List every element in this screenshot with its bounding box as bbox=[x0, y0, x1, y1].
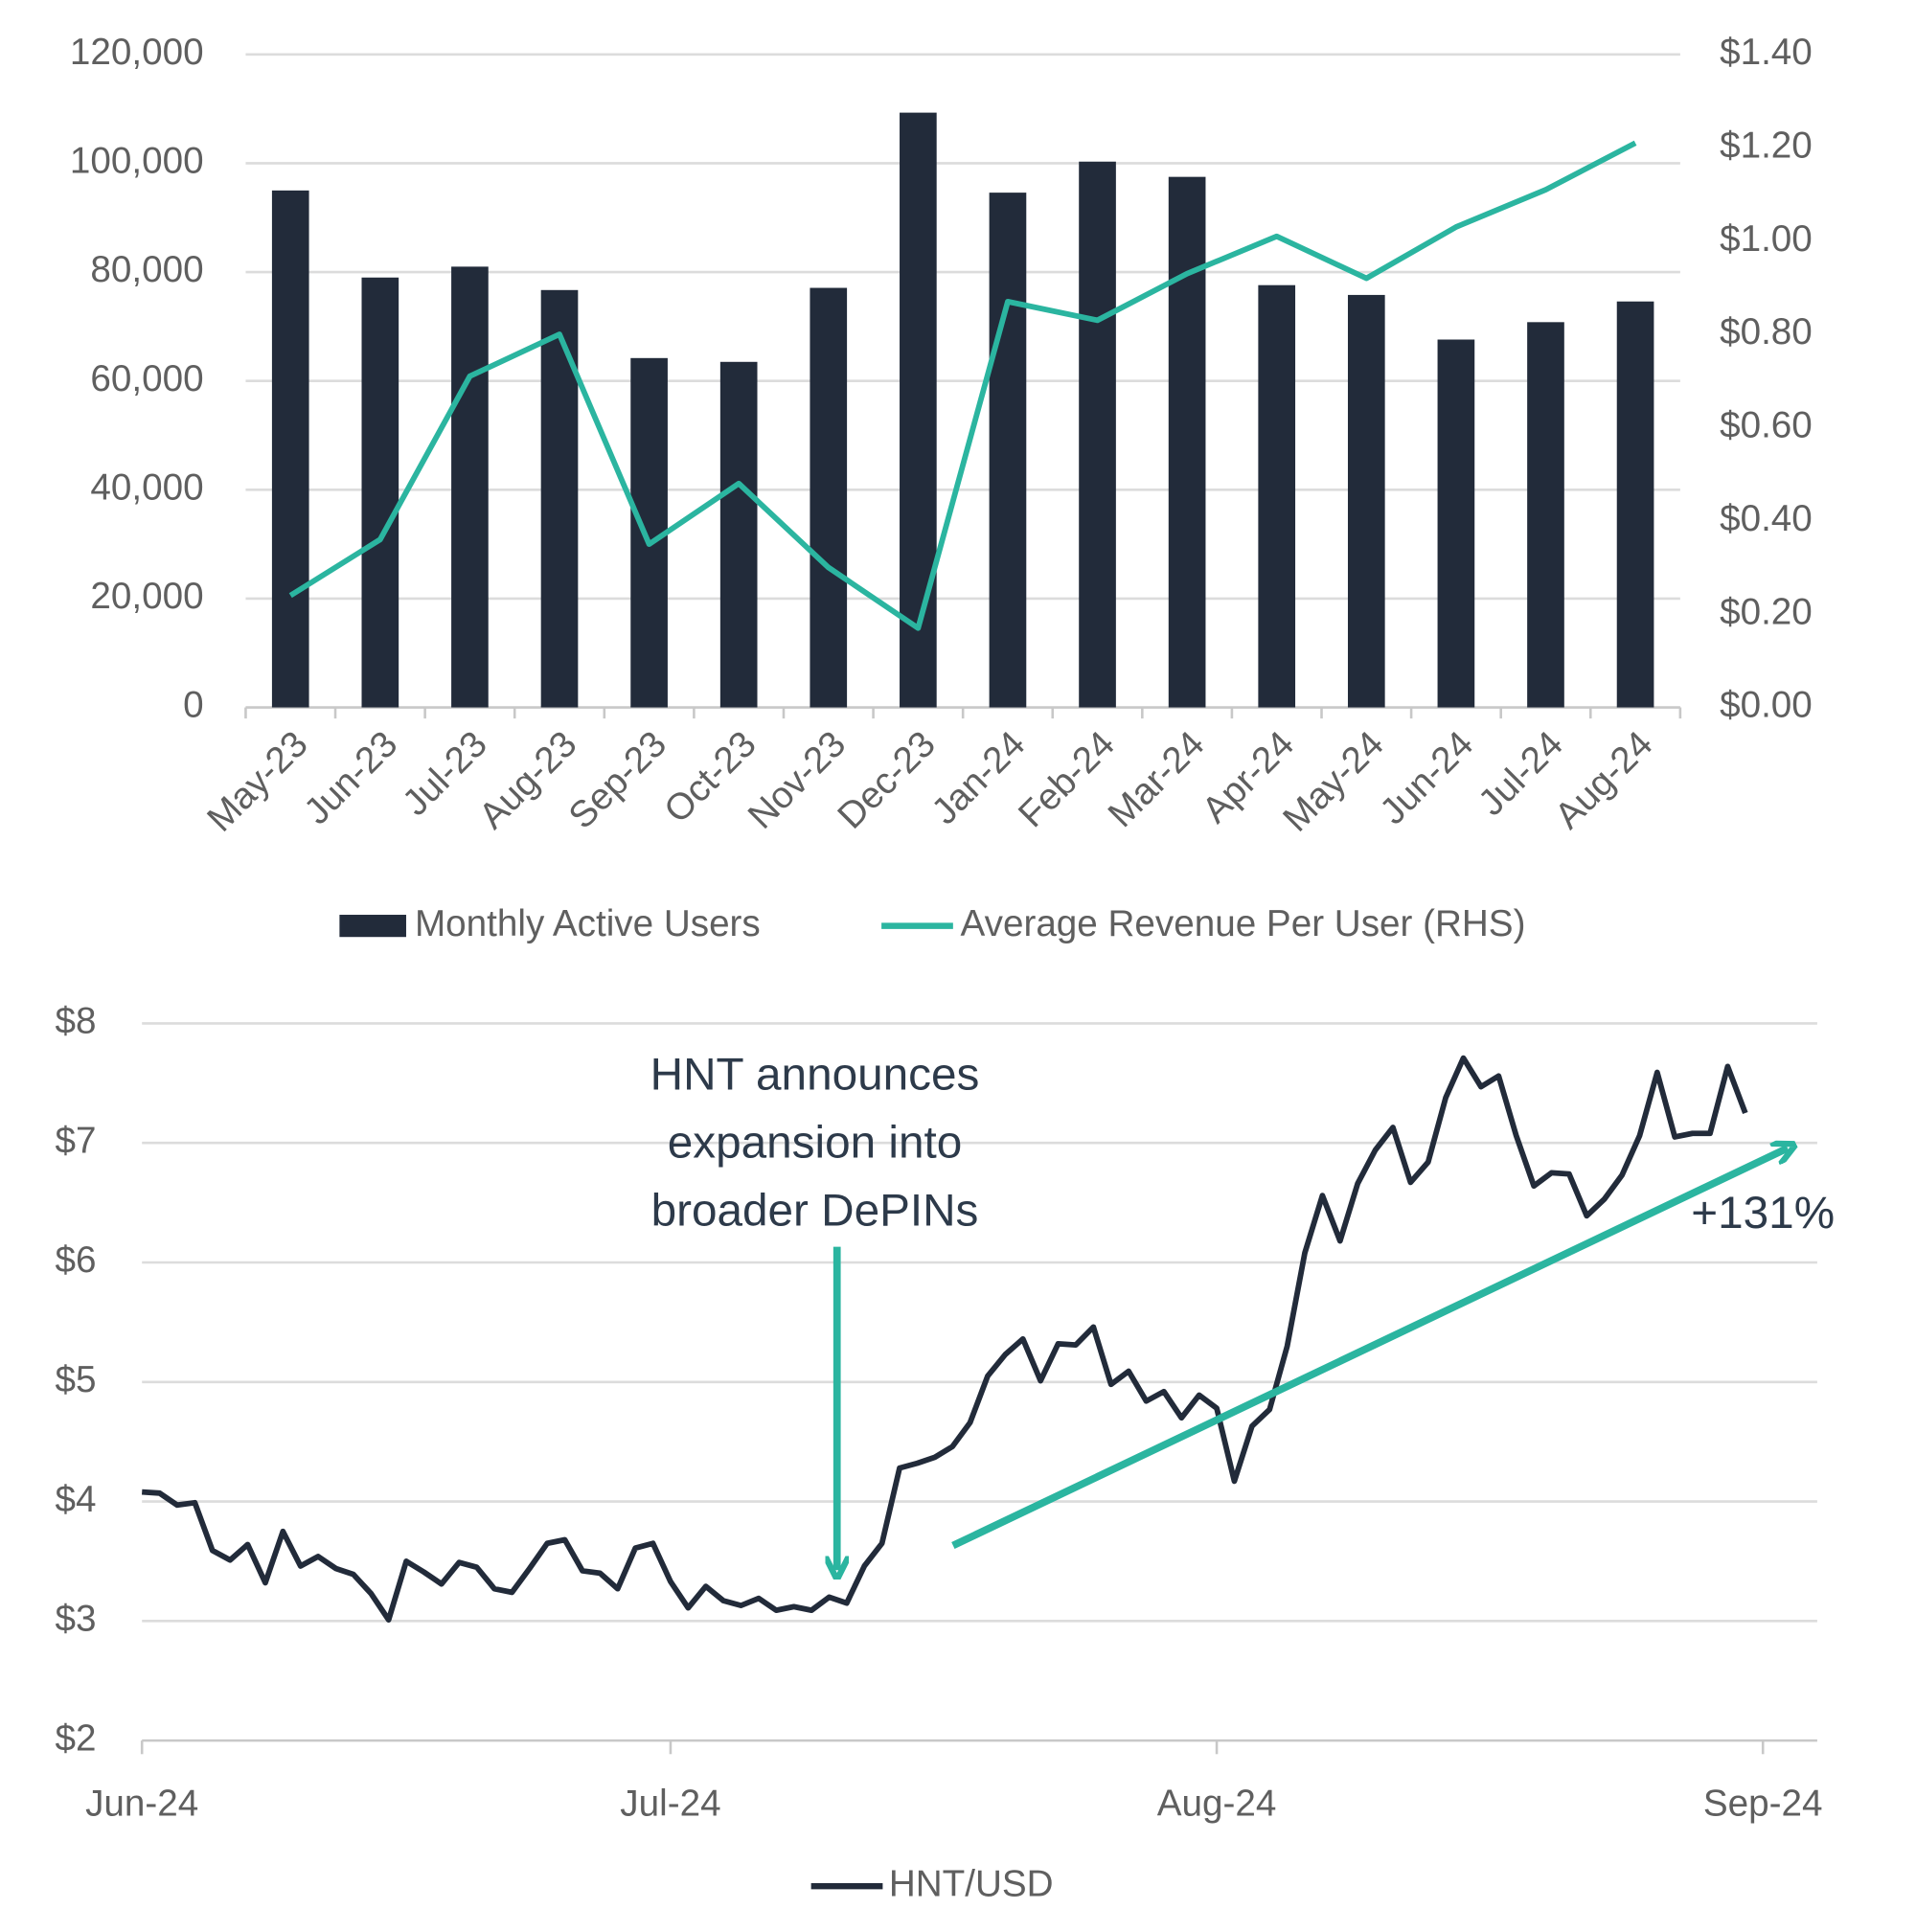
line-series bbox=[141, 1055, 1748, 1624]
annotation-text: HNT announces bbox=[650, 1050, 980, 1101]
x-tick-label: Mar-24 bbox=[1101, 723, 1213, 835]
y-tick-label: $2 bbox=[56, 1717, 97, 1759]
y-tick-label: $8 bbox=[56, 1001, 97, 1042]
trend-label: +131% bbox=[1691, 1188, 1835, 1239]
y2-tick-label: $1.40 bbox=[1720, 32, 1813, 73]
y-tick-label: $3 bbox=[56, 1599, 97, 1640]
legend-label: HNT/USD bbox=[889, 1863, 1054, 1904]
bar bbox=[1258, 284, 1296, 708]
bar bbox=[1437, 339, 1475, 708]
x-tick-label: Jun-23 bbox=[296, 723, 405, 832]
x-tick-label: Aug-24 bbox=[1547, 723, 1661, 837]
bar bbox=[719, 361, 758, 708]
y2-tick-label: $1.00 bbox=[1720, 218, 1813, 260]
y2-tick-label: $0.00 bbox=[1720, 685, 1813, 726]
y-tick-label: 100,000 bbox=[70, 141, 204, 182]
bar bbox=[540, 289, 579, 708]
x-tick-label: May-24 bbox=[1275, 723, 1392, 840]
x-tick-label: Jan-24 bbox=[924, 723, 1033, 832]
bar bbox=[451, 266, 489, 708]
y-tick-label: 0 bbox=[183, 685, 204, 726]
y-tick-label: $4 bbox=[56, 1479, 97, 1520]
y2-tick-label: $0.40 bbox=[1720, 498, 1813, 539]
y2-tick-label: $1.20 bbox=[1720, 125, 1813, 166]
y-tick-label: $5 bbox=[56, 1359, 97, 1400]
y2-tick-label: $0.60 bbox=[1720, 405, 1813, 446]
bar bbox=[900, 112, 937, 708]
x-tick-label: Sep-24 bbox=[1703, 1784, 1823, 1825]
y-tick-label: $6 bbox=[56, 1239, 97, 1281]
x-tick-label: Aug-24 bbox=[1157, 1784, 1277, 1825]
bar bbox=[361, 277, 399, 708]
x-tick-label: Jul-24 bbox=[620, 1784, 720, 1825]
bar bbox=[1616, 301, 1654, 708]
bar bbox=[1347, 294, 1385, 708]
y-tick-label: 120,000 bbox=[70, 32, 204, 73]
legend-swatch bbox=[339, 915, 406, 938]
x-tick-label: Sep-23 bbox=[561, 723, 675, 837]
bar bbox=[1168, 176, 1206, 708]
bar bbox=[1527, 322, 1564, 708]
trend-arrow bbox=[951, 1148, 1788, 1550]
y-tick-label: 60,000 bbox=[90, 358, 203, 399]
legend-label: Monthly Active Users bbox=[415, 903, 761, 944]
y-tick-label: 20,000 bbox=[90, 576, 203, 617]
bar bbox=[1079, 161, 1116, 708]
x-tick-label: Jun-24 bbox=[1372, 723, 1481, 832]
y-tick-label: 40,000 bbox=[90, 466, 203, 508]
y-tick-label: $7 bbox=[56, 1120, 97, 1161]
bar bbox=[810, 287, 848, 708]
annotation-text: broader DePINs bbox=[651, 1185, 979, 1236]
x-tick-label: May-23 bbox=[199, 723, 316, 840]
bar bbox=[271, 190, 309, 708]
y2-tick-label: $0.20 bbox=[1720, 591, 1813, 632]
y2-tick-label: $0.80 bbox=[1720, 311, 1813, 352]
x-tick-label: Nov-23 bbox=[741, 723, 854, 836]
y-tick-label: 80,000 bbox=[90, 249, 203, 290]
bar bbox=[989, 193, 1027, 708]
x-tick-label: Feb-24 bbox=[1011, 723, 1123, 835]
x-tick-label: Aug-23 bbox=[471, 723, 585, 837]
line-series bbox=[288, 140, 1637, 631]
legend-label: Average Revenue Per User (RHS) bbox=[961, 903, 1526, 944]
x-tick-label: Jun-24 bbox=[85, 1784, 198, 1825]
annotation-text: expansion into bbox=[668, 1118, 962, 1169]
x-tick-label: Dec-23 bbox=[830, 723, 943, 836]
